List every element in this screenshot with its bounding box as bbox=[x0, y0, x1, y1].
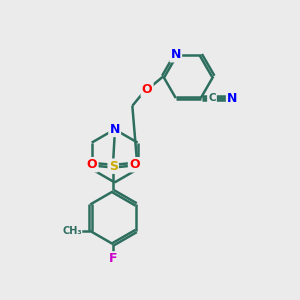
Text: N: N bbox=[110, 123, 120, 136]
Text: N: N bbox=[227, 92, 238, 105]
Text: N: N bbox=[171, 48, 181, 61]
Text: O: O bbox=[87, 158, 97, 171]
Text: C: C bbox=[208, 93, 216, 103]
Text: S: S bbox=[109, 160, 118, 173]
Text: O: O bbox=[142, 83, 152, 96]
Text: CH₃: CH₃ bbox=[62, 226, 82, 236]
Text: F: F bbox=[109, 252, 117, 266]
Text: O: O bbox=[129, 158, 140, 171]
